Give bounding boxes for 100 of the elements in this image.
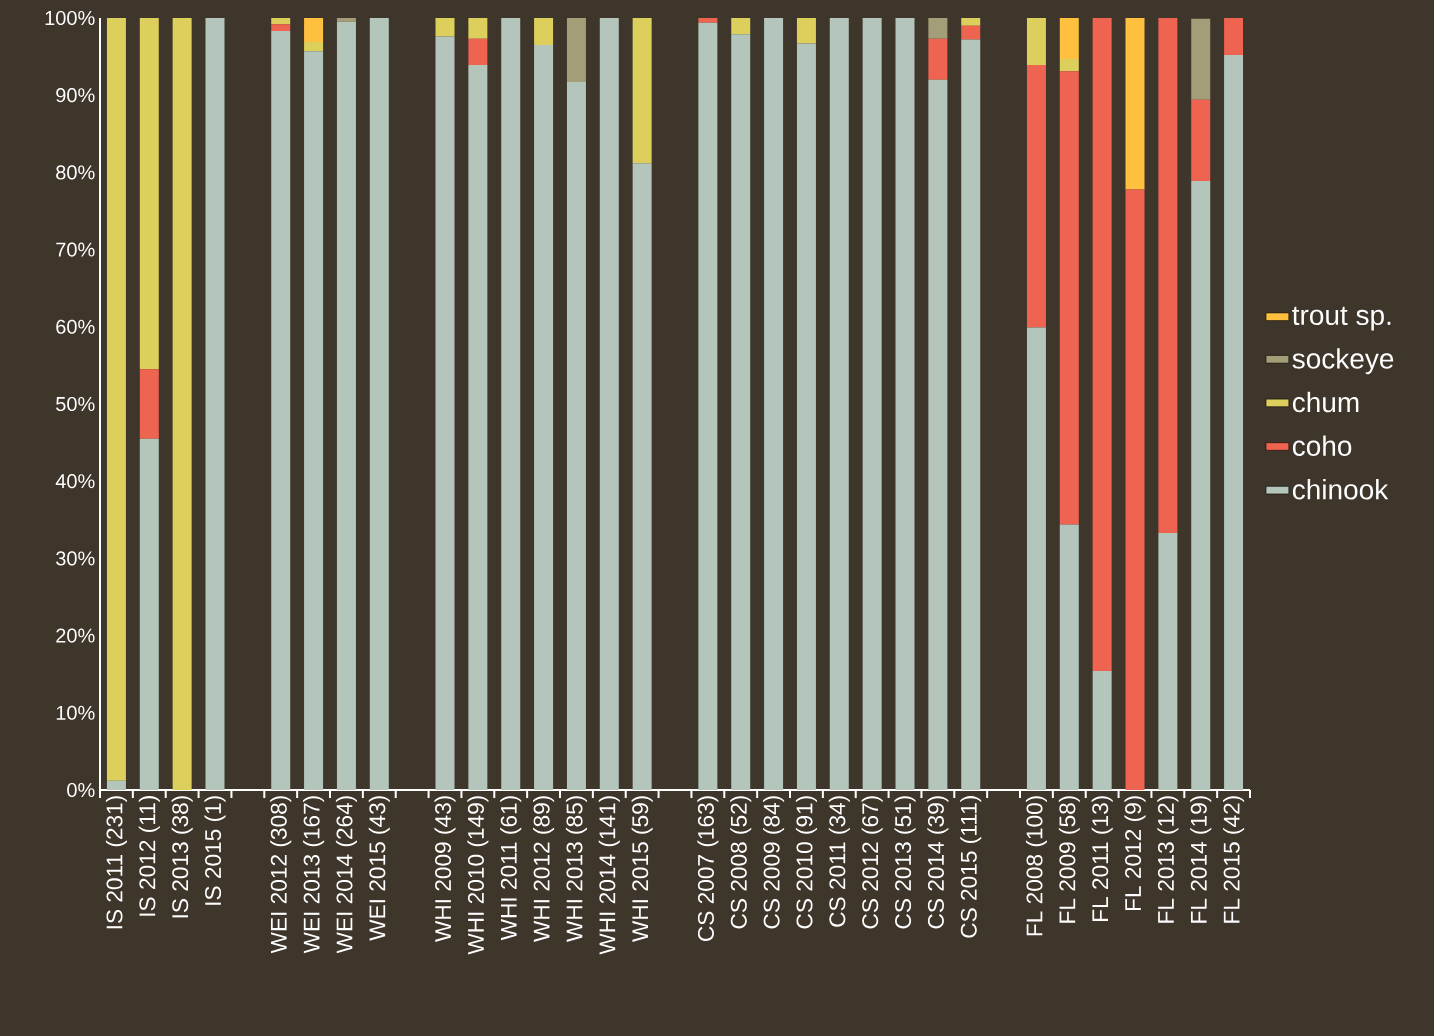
y-tick-label: 40%	[55, 474, 95, 489]
bar	[336, 21, 356, 790]
bar	[566, 17, 586, 83]
x-tick-label: FL 2009 (58)	[1058, 796, 1080, 923]
bar	[1125, 17, 1145, 190]
x-tick-label: FL 2012 (9)	[1124, 796, 1146, 911]
y-tick-label: 30%	[56, 551, 95, 566]
x-tick-label: CS 2012 (67)	[861, 796, 883, 929]
bar	[731, 34, 751, 790]
y-tick-label: 20%	[56, 628, 95, 643]
bar	[435, 17, 455, 37]
legend-label: chinook	[1292, 479, 1389, 500]
bar	[1191, 18, 1211, 100]
x-tick-label: CS 2013 (51)	[894, 796, 916, 929]
bar	[1059, 524, 1079, 790]
x-tick-label: FL 2008 (100)	[1025, 796, 1047, 936]
x-tick-label: CS 2009 (84)	[763, 796, 785, 929]
bar	[698, 17, 718, 23]
y-tick-label: 10%	[56, 705, 95, 720]
bar	[369, 17, 389, 790]
bar	[271, 31, 291, 790]
legend-label: chum	[1292, 391, 1359, 413]
bar	[1224, 55, 1244, 790]
bar	[1059, 71, 1079, 525]
bar	[928, 38, 948, 80]
x-tick-label: CS 2011 (34)	[828, 796, 850, 927]
bar	[1026, 65, 1046, 328]
bar	[1191, 99, 1211, 181]
bar	[1158, 532, 1178, 790]
bar	[599, 17, 619, 790]
bar	[534, 17, 554, 46]
x-tick-label: WEI 2015 (43)	[368, 796, 390, 941]
bar	[1191, 180, 1211, 790]
bar	[271, 17, 291, 25]
legend-label: coho	[1292, 435, 1352, 456]
x-tick-label: IS 2015 (1)	[204, 796, 226, 905]
x-tick-label: CS 2014 (39)	[927, 796, 949, 929]
x-tick-label: WHI 2012 (89)	[533, 796, 555, 942]
x-tick-label: FL 2013 (12)	[1157, 796, 1179, 923]
bar	[534, 45, 554, 790]
bar	[304, 17, 324, 42]
bar	[961, 39, 981, 790]
bar	[1125, 189, 1145, 790]
x-tick-label: WHI 2015 (59)	[631, 796, 653, 942]
x-tick-label: IS 2011 (231)	[105, 796, 127, 929]
bar	[928, 79, 948, 790]
bar	[271, 24, 291, 32]
x-tick-label: FL 2015 (42)	[1223, 796, 1245, 923]
legend-label: sockeye	[1292, 348, 1394, 375]
bar	[731, 17, 751, 35]
bar	[1059, 17, 1079, 59]
bar	[1059, 58, 1079, 72]
bar	[764, 17, 784, 790]
x-tick-label: WHI 2009 (43)	[434, 796, 456, 942]
x-tick-label: WHI 2013 (85)	[565, 796, 587, 942]
x-tick-label: WEI 2012 (308)	[270, 796, 292, 954]
bar	[632, 163, 652, 790]
bar	[698, 22, 718, 790]
x-tick-label: WHI 2011 (61)	[500, 796, 522, 941]
bar	[139, 369, 159, 439]
y-tick-label: 90%	[56, 88, 95, 103]
y-tick-label: 100%	[45, 10, 95, 26]
y-tick-label: 70%	[56, 242, 95, 257]
bar	[468, 65, 488, 790]
x-tick-label: FL 2011 (13)	[1091, 796, 1113, 921]
bar	[796, 43, 816, 790]
legend-label: trout sp.	[1292, 306, 1391, 331]
bar	[1026, 17, 1046, 66]
bar	[172, 17, 192, 790]
y-tick-label: 0%	[67, 782, 95, 798]
bar	[1092, 17, 1112, 672]
bar	[435, 36, 455, 790]
y-tick-label: 50%	[56, 396, 95, 412]
x-tick-label: WHI 2010 (149)	[467, 796, 489, 955]
x-tick-label: WEI 2013 (167)	[303, 796, 325, 954]
bar	[566, 82, 586, 790]
bar	[928, 17, 948, 39]
bar	[336, 17, 356, 22]
bar	[468, 38, 488, 66]
bar	[139, 438, 159, 790]
bar	[304, 41, 324, 52]
bar	[1158, 17, 1178, 533]
bar	[205, 17, 225, 790]
x-tick-label: WHI 2014 (141)	[598, 796, 620, 955]
x-tick-label: CS 2007 (163)	[697, 796, 719, 941]
x-tick-label: FL 2014 (19)	[1190, 796, 1212, 923]
x-tick-label: IS 2013 (38)	[171, 796, 193, 918]
bar	[961, 17, 981, 26]
bar	[961, 25, 981, 40]
x-tick-label: CS 2008 (52)	[730, 796, 752, 929]
y-tick-label: 80%	[56, 165, 95, 180]
bar	[1026, 327, 1046, 790]
bar	[632, 17, 652, 164]
bar	[895, 17, 915, 790]
bar	[796, 17, 816, 44]
bar	[1092, 671, 1112, 790]
x-tick-label: IS 2012 (11)	[138, 796, 160, 916]
bar	[106, 17, 126, 781]
bar	[304, 51, 324, 790]
bar	[862, 17, 882, 790]
